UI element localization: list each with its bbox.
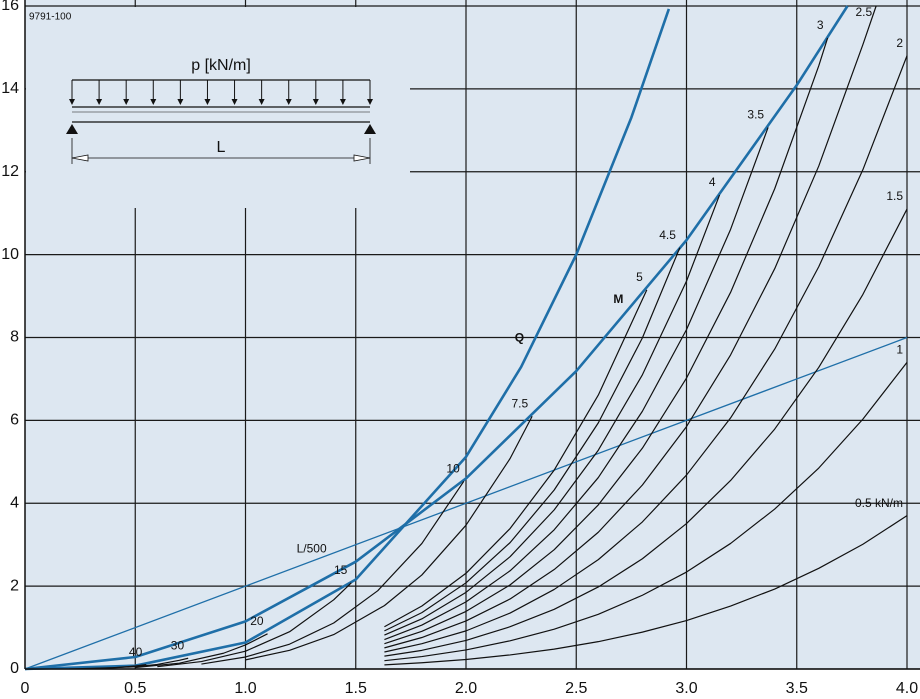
curve-label: 0.5 kN/m	[855, 496, 903, 510]
x-tick-label: 2.5	[565, 680, 587, 697]
load-arrow-head	[204, 99, 211, 105]
load-arrow-head	[231, 99, 238, 105]
curve	[384, 127, 769, 641]
curve	[384, 515, 908, 666]
load-arrow-head	[177, 99, 184, 105]
curve-label: 30	[171, 638, 185, 652]
x-tick-label: 3.0	[675, 680, 697, 697]
y-tick-label: 4	[10, 494, 19, 511]
curve-label: 2.5	[855, 5, 872, 19]
curve-label: 20	[250, 614, 264, 628]
x-tick-label: 2.0	[455, 680, 477, 697]
curve-label: 7.5	[511, 396, 528, 410]
curve	[384, 37, 829, 645]
y-tick-label: 12	[1, 163, 19, 180]
curve-label: 1	[896, 343, 903, 357]
curve	[384, 361, 908, 662]
load-arrow-head	[367, 99, 373, 105]
curves: Q M L/500 0.5 kN/m 1 1.5 2 2.5 3 3.5 4 4.5 5 7.5 10 15 2…	[24, 5, 908, 671]
curve-label: Q	[515, 331, 524, 345]
x-tick-label: 1.0	[234, 680, 256, 697]
curve-label: 5	[636, 270, 643, 284]
curve-label: 2	[896, 36, 903, 50]
load-arrows	[69, 80, 373, 105]
curve	[384, 289, 648, 628]
curve	[157, 582, 352, 668]
support-left	[66, 124, 78, 134]
y-tick-label: 2	[10, 577, 19, 594]
curve	[384, 55, 908, 653]
curve	[384, 247, 681, 632]
y-tick-label: 8	[10, 329, 19, 346]
curve-label: 1.5	[886, 189, 903, 203]
curve-label: 4.5	[659, 228, 676, 242]
curve-label: 3.5	[747, 108, 764, 122]
load-arrow-head	[69, 99, 75, 105]
curve-label: L/500	[297, 541, 327, 555]
x-tick-label: 0.5	[124, 680, 146, 697]
curve-label: M	[613, 292, 623, 306]
load-arrow-head	[339, 99, 346, 105]
curve	[384, 208, 908, 657]
load-arrow-head	[150, 99, 157, 105]
x-tick-label: 3.5	[786, 680, 808, 697]
curve-label: 15	[334, 563, 348, 577]
span-label: L	[217, 139, 226, 156]
curve	[384, 194, 721, 636]
y-tick-label: 14	[1, 80, 19, 97]
load-arrow-head	[123, 99, 130, 105]
curve	[24, 336, 908, 670]
curve	[24, 5, 849, 671]
y-tick-label: 10	[1, 246, 19, 263]
x-tick-label: 4.0	[896, 680, 918, 697]
support-right	[364, 124, 376, 134]
dimension-arrow	[71, 154, 89, 162]
y-tick-label: 16	[1, 0, 19, 14]
x-tick-label: 1.5	[345, 680, 367, 697]
x-tick-label: 0	[21, 680, 30, 697]
load-arrow-head	[258, 99, 265, 105]
load-arrow-head	[96, 99, 103, 105]
load-label: p [kN/m]	[191, 57, 251, 74]
curve	[135, 633, 268, 669]
curve-label: 40	[129, 645, 143, 659]
y-tick-label: 6	[10, 412, 19, 429]
load-arrow-head	[285, 99, 292, 105]
dimension-arrow	[353, 154, 371, 162]
curve-label: 4	[709, 175, 716, 189]
curve	[384, 5, 877, 649]
curve	[24, 8, 671, 671]
beam-diagram: 9791-100 p [kN/m] L	[26, 7, 410, 208]
curve	[201, 480, 465, 665]
curve-label: 10	[446, 461, 460, 475]
curve	[245, 415, 533, 661]
y-tick-label: 0	[10, 660, 19, 677]
curve-label: 3	[817, 18, 824, 32]
load-arrow-head	[312, 99, 319, 105]
figure-id: 9791-100	[29, 12, 72, 23]
